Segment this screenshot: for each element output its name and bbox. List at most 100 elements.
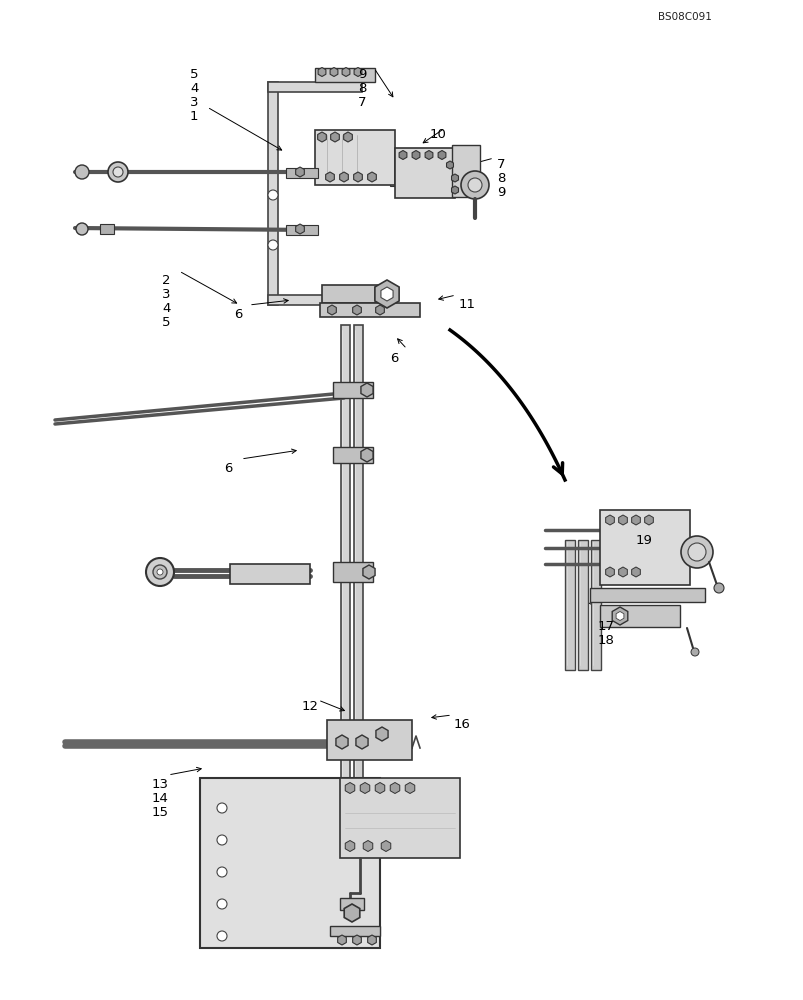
Text: 3: 3 [190,96,198,109]
Bar [332,382,373,398]
Circle shape [690,648,698,656]
Polygon shape [342,68,349,77]
Circle shape [75,165,89,179]
Polygon shape [618,515,626,525]
Bar [329,926,380,936]
Polygon shape [361,383,373,397]
Polygon shape [344,782,354,793]
Polygon shape [296,167,304,177]
Bar [100,224,114,234]
Polygon shape [375,782,385,793]
Text: 4: 4 [161,302,170,315]
Text: 6: 6 [224,462,232,475]
Circle shape [146,558,173,586]
Polygon shape [438,151,446,160]
Bar [321,285,381,303]
Bar [565,540,574,670]
Bar [353,325,362,940]
Polygon shape [337,935,346,945]
Text: 3: 3 [161,288,170,301]
Polygon shape [344,840,354,851]
Text: 4: 4 [190,82,198,95]
Bar [230,564,310,584]
Bar [389,156,400,186]
Text: 18: 18 [597,634,614,647]
Polygon shape [615,611,623,620]
Circle shape [217,867,226,877]
Text: 6: 6 [234,308,242,321]
Bar [451,145,479,197]
Polygon shape [605,567,613,577]
Text: 12: 12 [302,700,319,713]
Polygon shape [356,735,368,749]
Bar [599,510,689,585]
Polygon shape [631,515,639,525]
Circle shape [267,240,278,250]
Circle shape [687,543,705,561]
Text: 9: 9 [496,186,505,199]
Bar [590,540,601,670]
Polygon shape [412,151,419,160]
Polygon shape [405,782,414,793]
Circle shape [113,167,123,177]
Text: 6: 6 [389,352,397,365]
Circle shape [217,931,226,941]
Polygon shape [336,735,348,749]
Text: 16: 16 [454,718,471,731]
Polygon shape [446,161,453,169]
Text: 7: 7 [496,158,505,171]
Text: 19: 19 [635,534,652,547]
Circle shape [680,536,712,568]
Polygon shape [367,172,376,182]
Text: 5: 5 [161,316,170,329]
Text: 15: 15 [152,806,169,819]
Text: 1: 1 [190,110,198,123]
Bar [315,130,394,185]
Polygon shape [375,305,384,315]
Bar [599,605,679,627]
Polygon shape [339,172,348,182]
Polygon shape [381,287,393,301]
Text: 11: 11 [459,298,475,311]
Polygon shape [296,224,304,234]
Bar [327,720,411,760]
Polygon shape [644,515,653,525]
Circle shape [217,899,226,909]
Text: 17: 17 [597,620,614,633]
Circle shape [217,803,226,813]
Bar [286,168,318,178]
Circle shape [153,565,167,579]
Circle shape [76,223,88,235]
Polygon shape [367,935,376,945]
Polygon shape [353,935,361,945]
Text: 5: 5 [190,68,198,81]
Bar [267,82,278,305]
Bar [589,588,704,602]
Text: 2: 2 [161,274,170,287]
Polygon shape [376,727,388,741]
Bar [340,325,349,940]
Circle shape [467,178,482,192]
Bar [332,562,373,582]
Polygon shape [631,567,639,577]
Polygon shape [451,174,458,182]
Bar [315,68,374,82]
Circle shape [267,190,278,200]
Polygon shape [362,565,374,579]
Polygon shape [381,840,390,851]
Polygon shape [325,172,334,182]
Polygon shape [363,840,373,851]
Polygon shape [328,305,336,315]
Bar [340,778,459,858]
Polygon shape [353,305,361,315]
Bar [577,540,587,670]
Text: 8: 8 [496,172,505,185]
Bar [332,447,373,463]
Polygon shape [330,68,337,77]
Bar [200,778,380,948]
Text: 10: 10 [430,128,446,141]
Polygon shape [353,172,362,182]
Text: 7: 7 [357,96,366,109]
Polygon shape [353,68,361,77]
Circle shape [217,835,226,845]
